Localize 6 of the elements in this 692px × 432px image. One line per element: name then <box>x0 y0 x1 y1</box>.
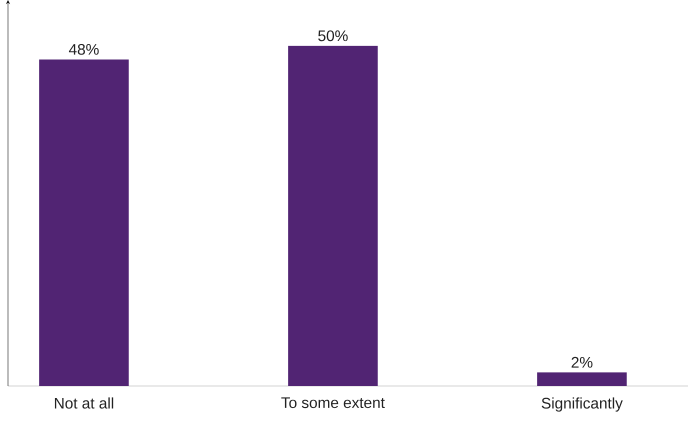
x-tick-label: Not at all <box>54 397 114 409</box>
data-label: 50% <box>318 30 348 42</box>
data-label: 2% <box>572 356 592 368</box>
data-label: 48% <box>68 44 99 55</box>
x-tick-label: To some extent <box>281 397 385 408</box>
x-tick-label: Significantly <box>542 397 623 412</box>
